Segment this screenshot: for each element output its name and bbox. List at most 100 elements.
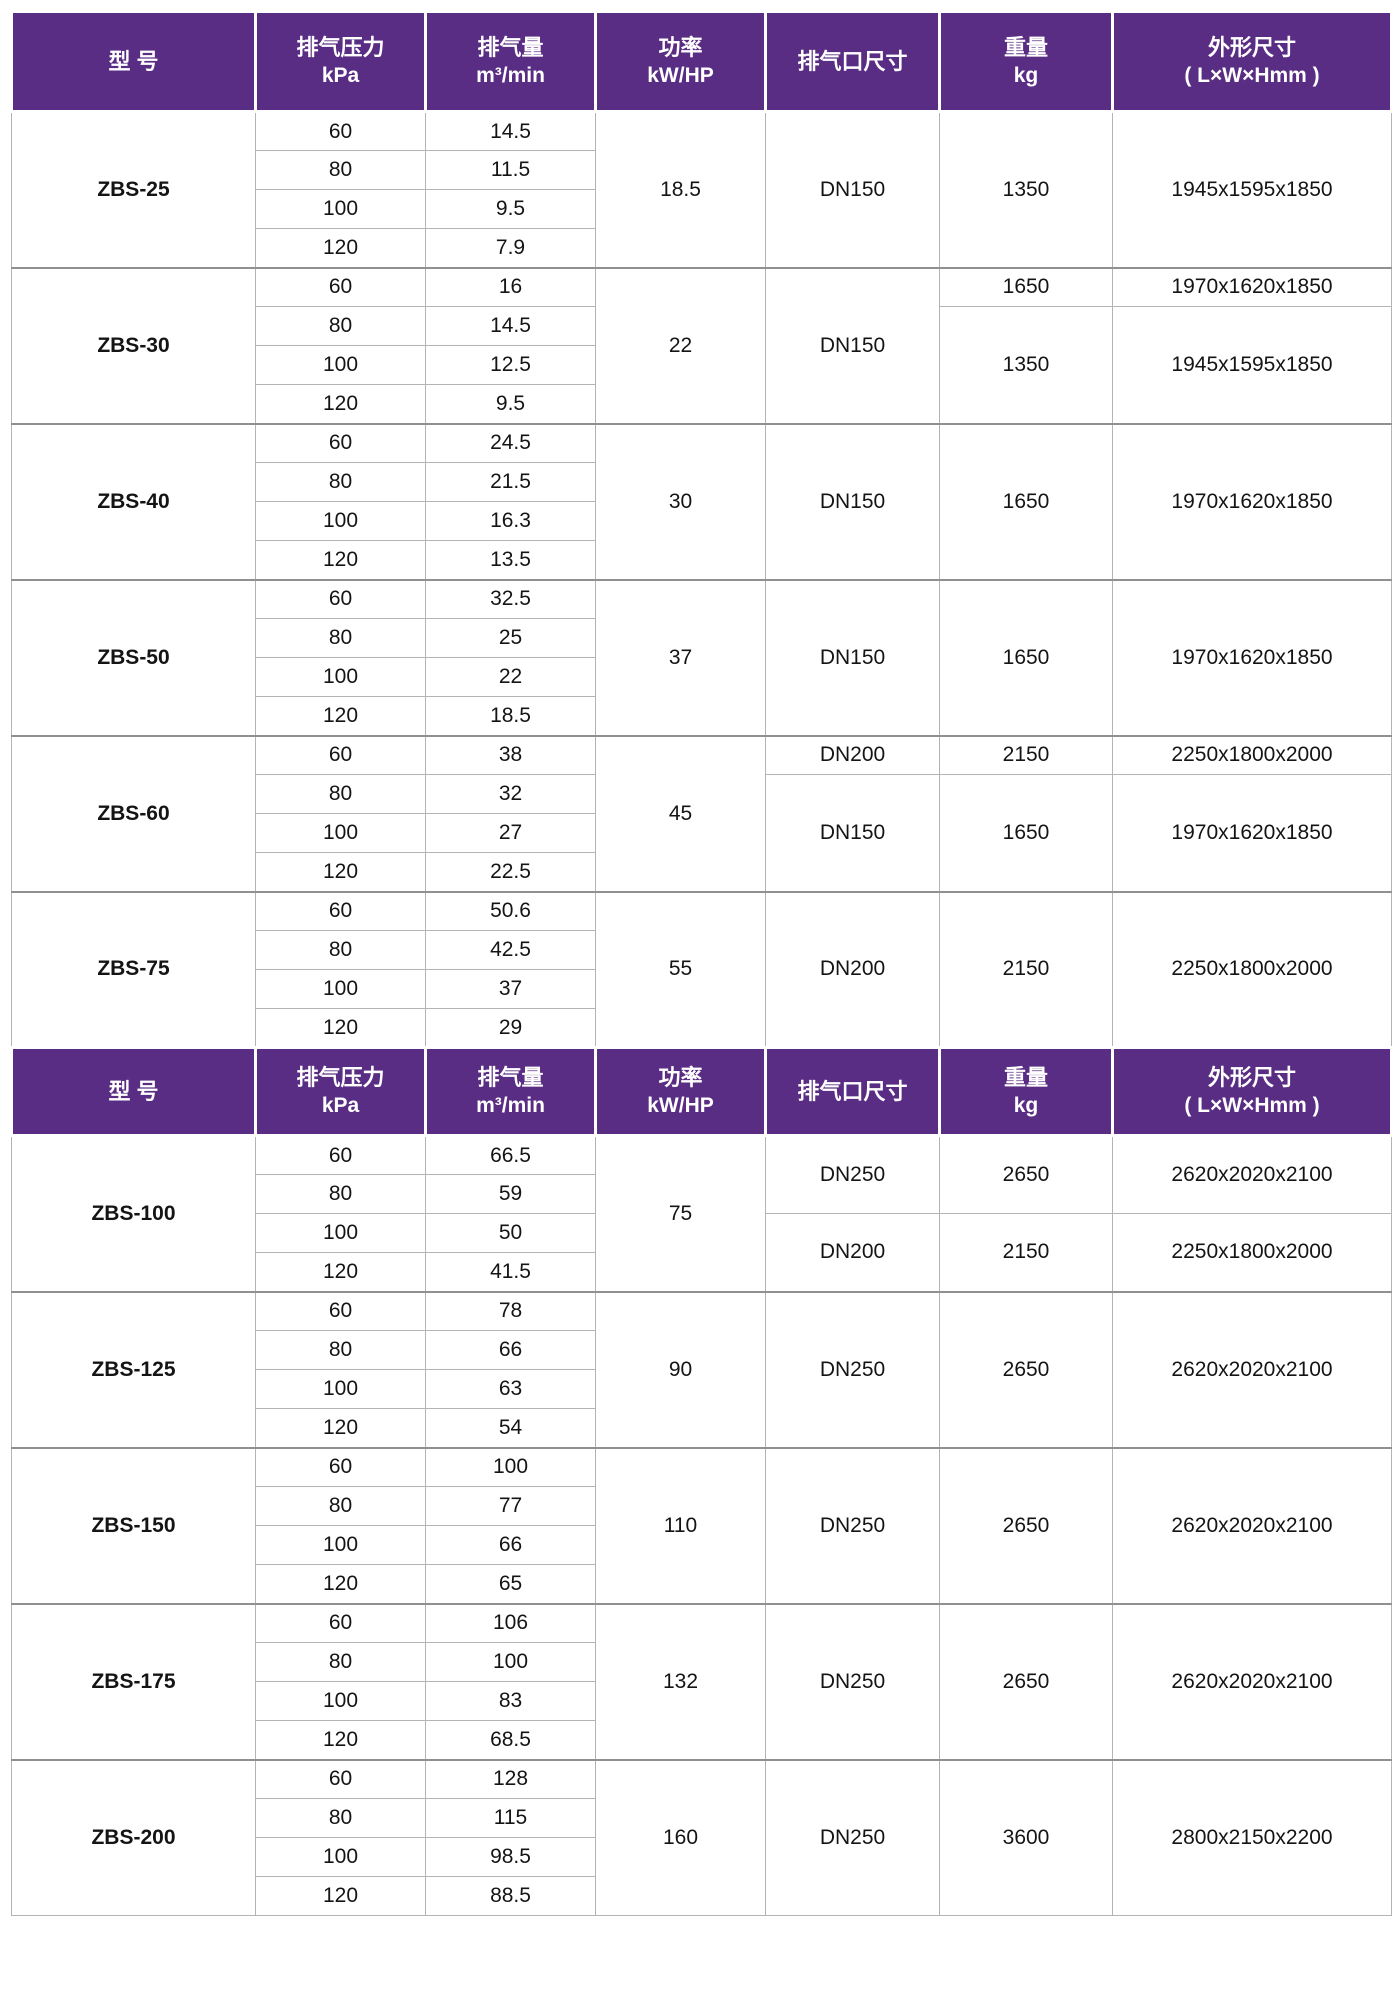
dimensions-cell: 2620x2020x2100 [1112,1446,1392,1604]
pressure-cell: 60 [255,1758,426,1799]
table-row: ZBS-25 60 14.5 18.5 DN150 1350 1945x1595x1850 [11,110,1392,268]
pressure-cell: 60 [255,110,426,151]
header-label: 功率 [658,1064,703,1090]
flow-cell: 29 [425,1008,596,1048]
table-row: 80 14.5 1350 1945x1595x1850 [12,306,1392,424]
dimensions-cell: 1970x1620x1850 [1112,422,1392,580]
power-cell: 132 [595,1602,766,1760]
header-label: 排气口尺寸 [797,48,908,74]
flow-cell: 27 [425,813,596,853]
pressure-cell: 100 [255,501,426,541]
pressure-cell: 100 [255,1369,426,1409]
model-cell: ZBS-100 [11,1134,256,1292]
power-cell: 160 [595,1758,766,1916]
table-row: 80 42.5 [12,930,1392,970]
pressure-cell: 80 [255,1642,426,1682]
table-row: 120 13.5 [12,540,1392,580]
table-row: 120 7.9 [12,228,1392,268]
dimensions-cell: 2620x2020x2100 [1112,1134,1392,1214]
table-row: 120 41.5 [12,1252,1392,1292]
model-cell: ZBS-125 [11,1290,256,1448]
pressure-cell: 60 [255,1134,426,1175]
pressure-cell: 100 [255,1837,426,1877]
outlet-size-cell: DN250 [765,1446,940,1604]
model-cell: ZBS-25 [11,110,256,268]
outlet-size-cell: DN250 [765,1290,940,1448]
pressure-cell: 60 [255,266,426,307]
table-row: 100 12.5 [12,345,1392,385]
flow-cell: 41.5 [425,1252,596,1292]
power-cell: 22 [595,266,766,424]
pressure-cell: 80 [255,618,426,658]
outlet-size-cell: DN250 [765,1602,940,1760]
weight-cell: 2150 [939,734,1113,775]
column-header-model: 型 号 [10,10,257,113]
flow-cell: 128 [425,1758,596,1799]
pressure-cell: 60 [255,890,426,931]
table-row: 100 50 DN200 2150 2250x1800x2000 [12,1213,1392,1292]
column-header-outlet: 排气口尺寸 [764,1046,941,1137]
weight-cell: 1350 [939,306,1113,424]
column-header-power: 功率 kW/HP [594,10,767,113]
weight-cell: 2150 [939,1213,1113,1292]
table-row: 100 83 [12,1681,1392,1721]
pressure-cell: 60 [255,1290,426,1331]
pressure-cell: 80 [255,150,426,190]
flow-cell: 32.5 [425,578,596,619]
model-cell: ZBS-40 [11,422,256,580]
flow-cell: 115 [425,1798,596,1838]
pressure-cell: 80 [255,1330,426,1370]
table-row: 120 65 [12,1564,1392,1604]
flow-cell: 66.5 [425,1134,596,1175]
outlet-size-cell: DN200 [765,734,940,775]
table-row: 80 32 DN150 1650 1970x1620x1850 [12,774,1392,892]
flow-cell: 18.5 [425,696,596,736]
flow-cell: 14.5 [425,110,596,151]
flow-cell: 50.6 [425,890,596,931]
table-row: 100 63 [12,1369,1392,1409]
header-row: 型 号 排气压力 kPa 排气量 m³/min 功率 kW/HP 排气口尺寸 重量 kg 外形尺寸 (… [10,1046,1393,1137]
table-row: ZBS-60 60 38 45 DN200 2150 2250x1800x2000 [11,734,1392,892]
flow-cell: 98.5 [425,1837,596,1877]
outlet-size-cell: DN250 [765,1134,940,1214]
flow-cell: 25 [425,618,596,658]
flow-cell: 77 [425,1486,596,1526]
pressure-cell: 60 [255,578,426,619]
pressure-cell: 120 [255,1008,426,1048]
header-label: 重量 [1003,34,1048,60]
header-label: 排气压力 [296,1064,385,1090]
column-header-pressure: 排气压力 kPa [254,10,427,113]
column-header-weight: 重量 kg [938,10,1114,113]
table-row: 100 27 [12,813,1392,853]
flow-cell: 9.5 [425,189,596,229]
flow-cell: 68.5 [425,1720,596,1760]
power-cell: 90 [595,1290,766,1448]
dimensions-cell: 1945x1595x1850 [1112,110,1392,268]
dimensions-cell: 2620x2020x2100 [1112,1602,1392,1760]
dimensions-cell: 2250x1800x2000 [1112,734,1392,775]
header-label: 型 号 [108,1078,159,1104]
outlet-size-cell: DN250 [765,1758,940,1916]
weight-cell: 3600 [939,1758,1113,1916]
column-header-weight: 重量 kg [938,1046,1114,1137]
dimensions-cell: 1945x1595x1850 [1112,306,1392,424]
pressure-cell: 100 [255,345,426,385]
pressure-cell: 100 [255,189,426,229]
outlet-size-cell: DN150 [765,266,940,424]
weight-cell: 2650 [939,1602,1113,1760]
flow-cell: 14.5 [425,306,596,346]
header-sub-label: m³/min [476,1094,545,1118]
flow-cell: 16.3 [425,501,596,541]
dimensions-cell: 2620x2020x2100 [1112,1290,1392,1448]
dimensions-cell: 1970x1620x1850 [1112,774,1392,892]
table-row: 80 115 [12,1798,1392,1838]
header-label: 型 号 [108,48,159,74]
pressure-cell: 80 [255,930,426,970]
flow-cell: 66 [425,1525,596,1565]
weight-cell: 2650 [939,1290,1113,1448]
flow-cell: 83 [425,1681,596,1721]
pressure-cell: 80 [255,1798,426,1838]
pressure-cell: 100 [255,1213,426,1253]
flow-cell: 37 [425,969,596,1009]
dimensions-cell: 1970x1620x1850 [1112,266,1392,307]
